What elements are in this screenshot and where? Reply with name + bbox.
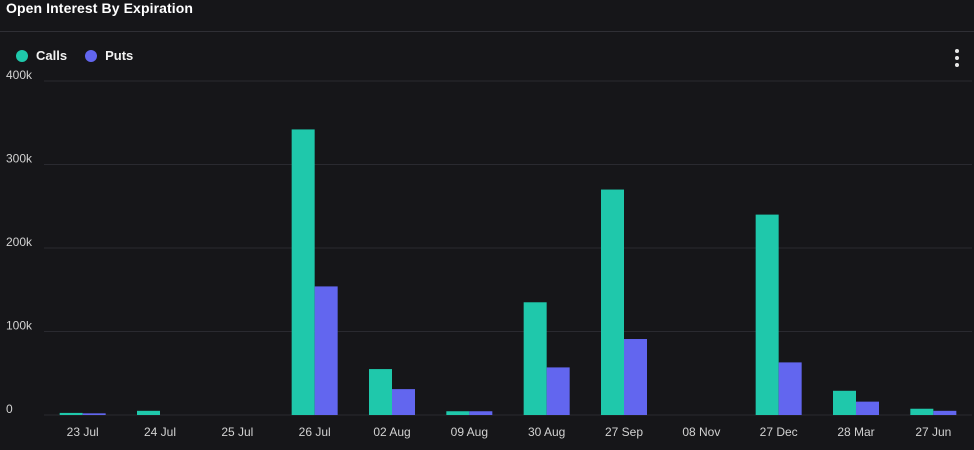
bar-calls[interactable] bbox=[523, 302, 547, 415]
x-tick-label: 25 Jul bbox=[221, 425, 253, 439]
bars-layer bbox=[59, 129, 957, 415]
x-tick-label: 28 Mar bbox=[837, 425, 874, 439]
bar-calls[interactable] bbox=[910, 408, 934, 415]
x-axis-ticks: 23 Jul 24 Jul 25 Jul 26 Jul 02 Aug 09 Aug 30 A… bbox=[67, 425, 952, 439]
page-title: Open Interest By Expiration bbox=[6, 0, 194, 16]
bar-puts[interactable] bbox=[82, 413, 106, 415]
bar-puts[interactable] bbox=[546, 367, 570, 415]
bar-calls[interactable] bbox=[59, 412, 83, 415]
legend-label-calls: Calls bbox=[36, 48, 68, 63]
y-tick-label: 400k bbox=[6, 68, 33, 82]
x-tick-label: 27 Jun bbox=[915, 425, 951, 439]
x-tick-label: 02 Aug bbox=[373, 425, 410, 439]
y-tick-label: 100k bbox=[6, 319, 33, 333]
bar-calls[interactable] bbox=[291, 129, 315, 415]
title-divider bbox=[0, 31, 974, 32]
x-tick-label: 24 Jul bbox=[144, 425, 176, 439]
legend-item-calls[interactable]: Calls bbox=[16, 48, 67, 63]
legend-label-puts: Puts bbox=[105, 48, 134, 63]
grid-layer bbox=[44, 80, 972, 416]
x-tick-label: 08 Nov bbox=[682, 425, 720, 439]
bar-puts[interactable] bbox=[856, 401, 879, 415]
x-tick-label: 27 Sep bbox=[605, 425, 643, 439]
bar-calls[interactable] bbox=[137, 410, 160, 415]
x-tick-label: 26 Jul bbox=[299, 425, 331, 439]
bar-puts[interactable] bbox=[778, 362, 802, 415]
y-tick-label: 200k bbox=[6, 235, 33, 249]
more-vertical-icon[interactable] bbox=[946, 46, 968, 70]
bar-puts[interactable] bbox=[624, 339, 647, 415]
puts-color-dot-icon bbox=[85, 49, 98, 62]
y-axis-ticks: 0 100k 200k 300k 400k bbox=[6, 68, 33, 416]
bar-puts[interactable] bbox=[469, 411, 493, 415]
legend-item-puts[interactable]: Puts bbox=[85, 48, 133, 63]
x-tick-label: 09 Aug bbox=[451, 425, 488, 439]
y-tick-label: 0 bbox=[6, 402, 13, 416]
x-tick-label: 27 Dec bbox=[760, 425, 798, 439]
bar-puts[interactable] bbox=[392, 389, 415, 415]
bar-calls[interactable] bbox=[755, 214, 779, 415]
bar-calls[interactable] bbox=[601, 189, 624, 415]
bar-puts[interactable] bbox=[933, 410, 957, 415]
bar-calls[interactable] bbox=[369, 369, 392, 415]
bar-calls[interactable] bbox=[833, 390, 856, 415]
bar-puts[interactable] bbox=[314, 286, 338, 415]
chart-legend: Calls Puts bbox=[16, 48, 133, 63]
x-tick-label: 30 Aug bbox=[528, 425, 565, 439]
calls-color-dot-icon bbox=[16, 49, 28, 62]
bar-calls[interactable] bbox=[446, 411, 470, 415]
y-tick-label: 300k bbox=[6, 152, 33, 166]
x-tick-label: 23 Jul bbox=[67, 425, 99, 439]
